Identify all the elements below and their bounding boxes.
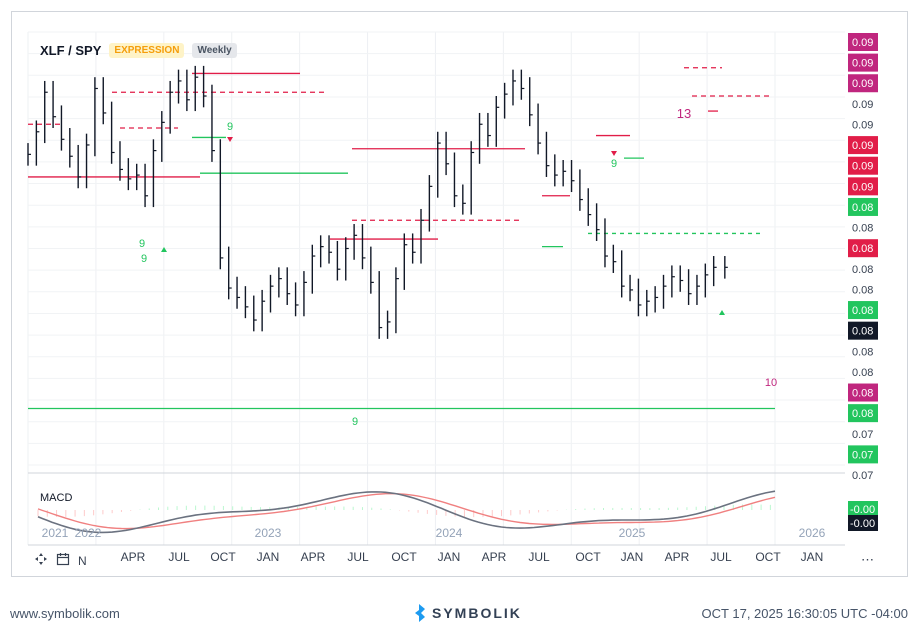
x-axis-label: APR [665, 550, 690, 564]
price-tag-box [848, 239, 878, 258]
y-axis-label: 0.08 [852, 243, 873, 255]
x-axis-label: JAN [257, 550, 280, 564]
price-tag-box [848, 33, 878, 51]
y-axis-label: 0.09 [852, 37, 873, 49]
price-tag-box [848, 197, 878, 216]
price-tag-box [848, 53, 878, 72]
x-axis-year-label: 2023 [255, 526, 282, 540]
x-axis-label: OCT [575, 550, 601, 564]
y-axis-label: 0.08 [852, 388, 873, 400]
nav-toggle[interactable]: N [78, 553, 87, 568]
price-tag-box [848, 404, 878, 423]
count-label: 9 [139, 238, 145, 250]
y-axis-label: 0.08 [852, 326, 873, 338]
x-axis-year-label: 2025 [619, 526, 646, 540]
price-tag-box [848, 177, 878, 196]
website-link[interactable]: www.symbolik.com [10, 606, 120, 621]
y-axis-label: 0.09 [852, 161, 873, 173]
count-label: 9 [141, 253, 147, 265]
y-axis-label: 0.08 [852, 305, 873, 317]
signal-arrow [161, 247, 167, 252]
price-tag-box [848, 301, 878, 320]
timestamp: OCT 17, 2025 16:30:05 UTC -04:00 [701, 606, 908, 621]
y-axis-label: 0.08 [852, 284, 873, 296]
y-axis-label: 0.08 [852, 367, 873, 379]
macd-signal-line [37, 492, 776, 530]
count-label: 13 [677, 106, 691, 121]
signal-arrow [227, 137, 233, 142]
signal-arrow [719, 310, 725, 315]
y-axis-label: 0.08 [852, 264, 873, 276]
price-tag-box [848, 136, 878, 155]
more-icon[interactable]: ⋯ [861, 552, 874, 567]
y-axis-label: 0.07 [852, 470, 873, 482]
x-axis-year-label: 2021 [42, 526, 69, 540]
x-axis-label: APR [121, 550, 146, 564]
symbolik-logo-icon [415, 604, 425, 622]
x-axis-label: JUL [528, 550, 550, 564]
macd-line [37, 490, 776, 534]
y-axis-label: 0.09 [852, 181, 873, 193]
x-axis-label: JAN [621, 550, 644, 564]
macd-tag-box [848, 501, 878, 517]
brand-logo: SYMBOLIK [412, 603, 522, 623]
y-axis-label: 0.07 [852, 449, 873, 461]
count-label: 9 [352, 416, 358, 428]
macd-tag-box [848, 515, 878, 531]
price-tag-box [848, 321, 878, 340]
count-label: 10 [765, 377, 777, 389]
x-axis-label: JUL [710, 550, 732, 564]
y-axis-label: 0.09 [852, 78, 873, 90]
x-axis-label: JAN [801, 550, 824, 564]
macd-axis-label: -0.00 [850, 518, 875, 530]
y-axis-label: 0.09 [852, 58, 873, 70]
macd-axis-label: -0.00 [850, 504, 875, 516]
y-axis-label: 0.08 [852, 202, 873, 214]
y-axis-label: 0.09 [852, 140, 873, 152]
calendar-icon[interactable] [56, 552, 70, 569]
price-tag-box [848, 383, 878, 402]
crosshair-icon[interactable] [34, 552, 48, 569]
price-tag-box [848, 74, 878, 93]
y-axis-label: 0.09 [852, 119, 873, 131]
count-label: 9 [611, 158, 617, 170]
chart-toolbar: N [34, 552, 87, 569]
x-axis-year-label: 2022 [75, 526, 102, 540]
x-axis-label: APR [482, 550, 507, 564]
count-label: 9 [227, 121, 233, 133]
y-axis-label: 0.08 [852, 223, 873, 235]
x-axis-label: APR [301, 550, 326, 564]
chart-frame [11, 11, 908, 577]
price-tag-box [848, 156, 878, 175]
expression-badge[interactable]: EXPRESSION [109, 43, 185, 58]
x-axis-label: OCT [755, 550, 781, 564]
x-axis-label: OCT [391, 550, 417, 564]
x-axis-year-label: 2026 [799, 526, 826, 540]
y-axis-label: 0.09 [852, 99, 873, 111]
macd-label: MACD [40, 492, 73, 504]
y-axis-label: 0.08 [852, 346, 873, 358]
interval-badge[interactable]: Weekly [192, 43, 237, 58]
x-axis-label: JAN [438, 550, 461, 564]
x-axis-label: JUL [347, 550, 369, 564]
price-tag-box [848, 445, 878, 464]
y-axis-label: 0.08 [852, 408, 873, 420]
signal-arrow [611, 151, 617, 156]
x-axis-label: JUL [168, 550, 190, 564]
chart-header: XLF / SPY EXPRESSION Weekly [40, 43, 237, 58]
x-axis-year-label: 2024 [436, 526, 463, 540]
y-axis-label: 0.07 [852, 429, 873, 441]
brand-text: SYMBOLIK [432, 605, 522, 621]
x-axis-label: OCT [210, 550, 236, 564]
symbol-title[interactable]: XLF / SPY [40, 43, 102, 58]
